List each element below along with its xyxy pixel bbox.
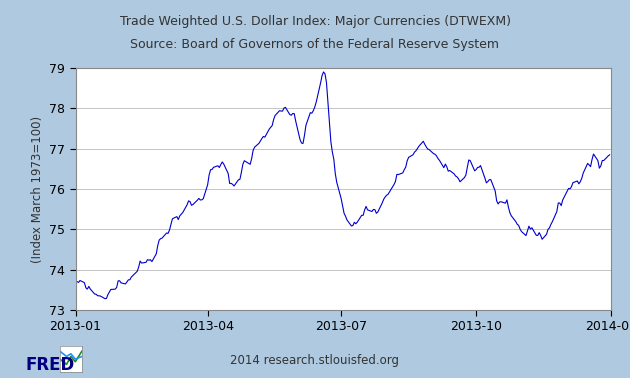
Text: 2014 research.stlouisfed.org: 2014 research.stlouisfed.org (231, 354, 399, 367)
Text: FRED: FRED (25, 356, 74, 374)
Text: Source: Board of Governors of the Federal Reserve System: Source: Board of Governors of the Federa… (130, 38, 500, 51)
Text: Trade Weighted U.S. Dollar Index: Major Currencies (DTWEXM): Trade Weighted U.S. Dollar Index: Major … (120, 15, 510, 28)
Y-axis label: (Index March 1973=100): (Index March 1973=100) (31, 115, 43, 263)
